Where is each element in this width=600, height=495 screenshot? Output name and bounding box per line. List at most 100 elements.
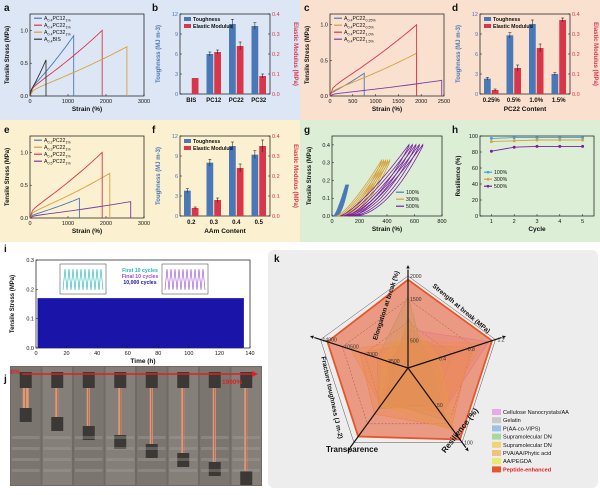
legend-swatch [492, 409, 501, 415]
chart-c: 0 500 1000 1500 2000 2500 0.0 0.5 1.0 Strain (%) T… [305, 13, 450, 113]
legend-label: Toughness [193, 17, 220, 23]
cycle-loop [353, 143, 424, 217]
background-detail [75, 447, 103, 450]
background-detail [201, 436, 229, 439]
y-tick-label: 9 [175, 154, 178, 160]
legend-entry: A0.4PC221% [44, 152, 71, 159]
y-tick-label: 3 [175, 194, 178, 200]
radar-series [326, 278, 494, 441]
hydrogel-strip [244, 388, 248, 471]
legend-label: Supramolecular DN [503, 443, 552, 449]
legend-label: Peptide-enhanced [503, 467, 552, 473]
data-point [558, 136, 562, 140]
legend-sub: 0.2 [47, 141, 52, 145]
y2-tick-label: 0.4 [272, 134, 280, 140]
x-axis-label: Strain (%) [72, 106, 102, 113]
legend-label: Elastic Modulus [193, 24, 233, 30]
x-tick-label: 80 [155, 351, 161, 357]
clamp-bottom [19, 408, 32, 422]
legend-name: PC22 [352, 30, 365, 36]
legend-label: Gelatin [503, 418, 521, 424]
bar-modulus [236, 46, 244, 94]
hydrogel-strip [181, 388, 185, 453]
series-line [29, 151, 103, 219]
chart-b: 0 3 6 9 12 0.0 0.1 0.2 0.3 0.4 BIS PC12 PC22 PC32 Toug… [156, 12, 298, 104]
y-tick-label: 0.1 [322, 196, 330, 202]
legend-sub: 1.5% [365, 40, 374, 44]
x-tick-label: 600 [410, 219, 419, 225]
y2-tick-label: 0.2 [272, 174, 280, 180]
legend-sub: 1% [65, 19, 71, 23]
clamp-top [19, 372, 32, 388]
clamp-top [145, 372, 158, 388]
radar-tick-label: 10500 [344, 345, 359, 351]
x-tick-label: 20 [64, 351, 70, 357]
legend-sub: 1% [65, 26, 71, 30]
data-point [489, 149, 493, 153]
background-detail [106, 469, 134, 472]
legend-entry: A0.4PC321% [44, 30, 71, 37]
background-detail [232, 436, 260, 439]
legend-entry: A0.4BIS [44, 37, 61, 44]
x-category-label: BIS [186, 98, 196, 104]
background-detail [138, 458, 166, 461]
y2-tick-label: 0.0 [272, 92, 280, 98]
y2-tick-label: 0.4 [572, 12, 580, 18]
radar-arrowhead [406, 264, 410, 269]
series-line [329, 72, 365, 97]
panel-background [0, 0, 300, 120]
y-tick-label: 3 [175, 72, 178, 78]
legend-name: BIS [52, 37, 61, 43]
strain-arrowhead [252, 371, 258, 377]
panel-letter: f [152, 125, 156, 136]
y2-axis-label: Elastic Modulus (MPa) [592, 22, 598, 86]
x-tick-label: 40 [94, 351, 100, 357]
bar-toughness [229, 24, 236, 94]
legend-label: PVA/AA/Phytic acid [503, 451, 551, 457]
data-point [581, 136, 585, 140]
legend-sub: 0.4 [47, 33, 52, 37]
strain-start-label: 0% [11, 369, 21, 376]
radar-tick-label: 3500 [388, 359, 400, 365]
x-tick-label: 200 [355, 219, 364, 225]
legend-name: A [344, 23, 348, 29]
hydrogel-strip [86, 388, 90, 426]
legend-name: A [344, 16, 348, 22]
cycle-loop [346, 143, 417, 217]
legend-name: PC22 [52, 159, 65, 165]
background-detail [106, 447, 134, 450]
background-detail [169, 436, 197, 439]
series-line [29, 29, 103, 97]
legend-entry: A0.5PC221% [44, 159, 71, 166]
bar-toughness [184, 190, 191, 216]
legend-entry: A0.3PC221% [44, 145, 71, 152]
data-point [535, 144, 539, 148]
legend-sub: 0.4 [347, 33, 352, 37]
clamp-top [240, 372, 253, 388]
legend-sub: 0.4 [47, 26, 52, 30]
x-tick-label: 5 [581, 219, 584, 225]
legend-swatch [492, 450, 501, 456]
y-tick-label: 0.2 [322, 178, 330, 184]
legend-label: Supramolecular DN [503, 435, 552, 441]
clamp-top [208, 372, 221, 388]
x-tick-label: 0 [330, 219, 333, 225]
y-tick-label: 0.3 [26, 258, 34, 264]
background-detail [138, 469, 166, 472]
legend-marker [486, 170, 490, 174]
y-axis-label: Toughness (MJ m-3) [156, 147, 162, 205]
x-axis-label: Strain (%) [372, 106, 402, 113]
y-axis-label: Toughness (MJ m-3) [456, 25, 462, 83]
panel-letter: i [4, 244, 7, 255]
legend-label: Elastic Modulus [493, 24, 533, 30]
background-detail [169, 458, 197, 461]
legend-name: A [44, 152, 48, 158]
legend-swatch [184, 139, 191, 143]
legend-label: 500% [494, 184, 508, 190]
background-detail [43, 447, 71, 450]
radar-arrowhead [310, 335, 314, 339]
cycling-band [37, 298, 244, 348]
y-axis-label: Resilience (%) [456, 156, 462, 197]
y-tick-label: 0.0 [320, 94, 328, 100]
legend-swatch [492, 458, 501, 465]
